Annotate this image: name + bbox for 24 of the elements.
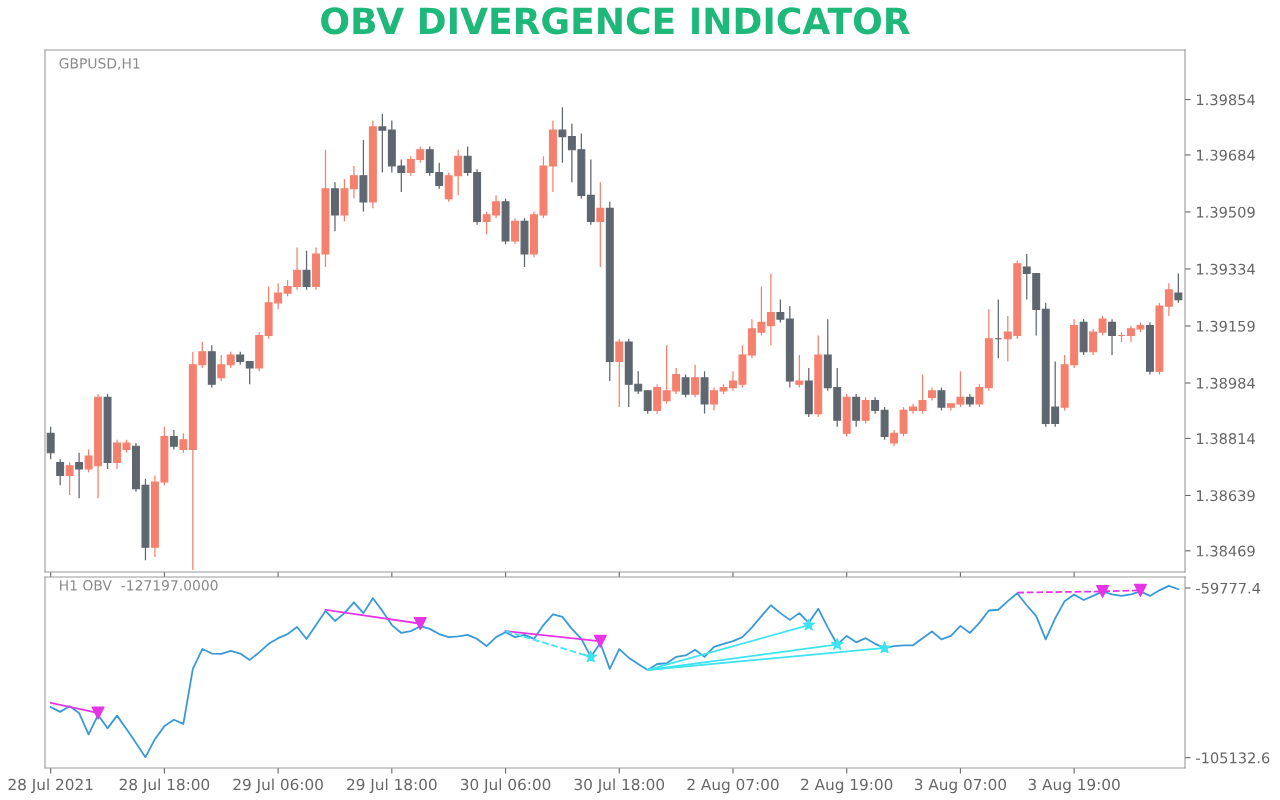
y-tick-label: 1.39684 — [1197, 149, 1255, 161]
y-tick-label: 1.39509 — [1197, 206, 1255, 218]
x-tick-label: 28 Jul 2021 — [8, 778, 93, 794]
x-tick-label: 29 Jul 18:00 — [347, 778, 437, 794]
y-tick-label: 1.38469 — [1197, 545, 1255, 557]
x-tick-label: 2 Aug 19:00 — [801, 778, 893, 794]
annotation: H1 OBV -127197.0000 — [60, 580, 218, 591]
x-tick-label: 29 Jul 06:00 — [233, 778, 323, 794]
annotation: GBPUSD,H1 — [59, 58, 140, 70]
x-tick-label: 3 Aug 07:00 — [914, 778, 1007, 794]
y-tick-label: 1.39854 — [1197, 94, 1255, 106]
x-tick-label: 30 Jul 06:00 — [460, 778, 551, 794]
y-tick-label: 1.38814 — [1197, 433, 1255, 445]
y-tick-label: 1.38984 — [1197, 377, 1255, 389]
y-tick-label: 1.39334 — [1197, 263, 1255, 275]
x-tick-label: 30 Jul 18:00 — [574, 778, 665, 794]
y-tick-label: 1.39159 — [1197, 320, 1255, 332]
x-tick-label: 3 Aug 19:00 — [1028, 778, 1120, 794]
y-tick-label: 1.38639 — [1197, 490, 1255, 502]
x-tick-label: 2 Aug 07:00 — [687, 778, 779, 794]
y-tick-label: -105132.6 — [1196, 752, 1270, 764]
x-tick-label: 28 Jul 18:00 — [119, 778, 210, 794]
y-tick-label: -59777.4 — [1196, 582, 1261, 594]
chart-title: OBV DIVERGENCE INDICATOR — [321, 7, 910, 35]
